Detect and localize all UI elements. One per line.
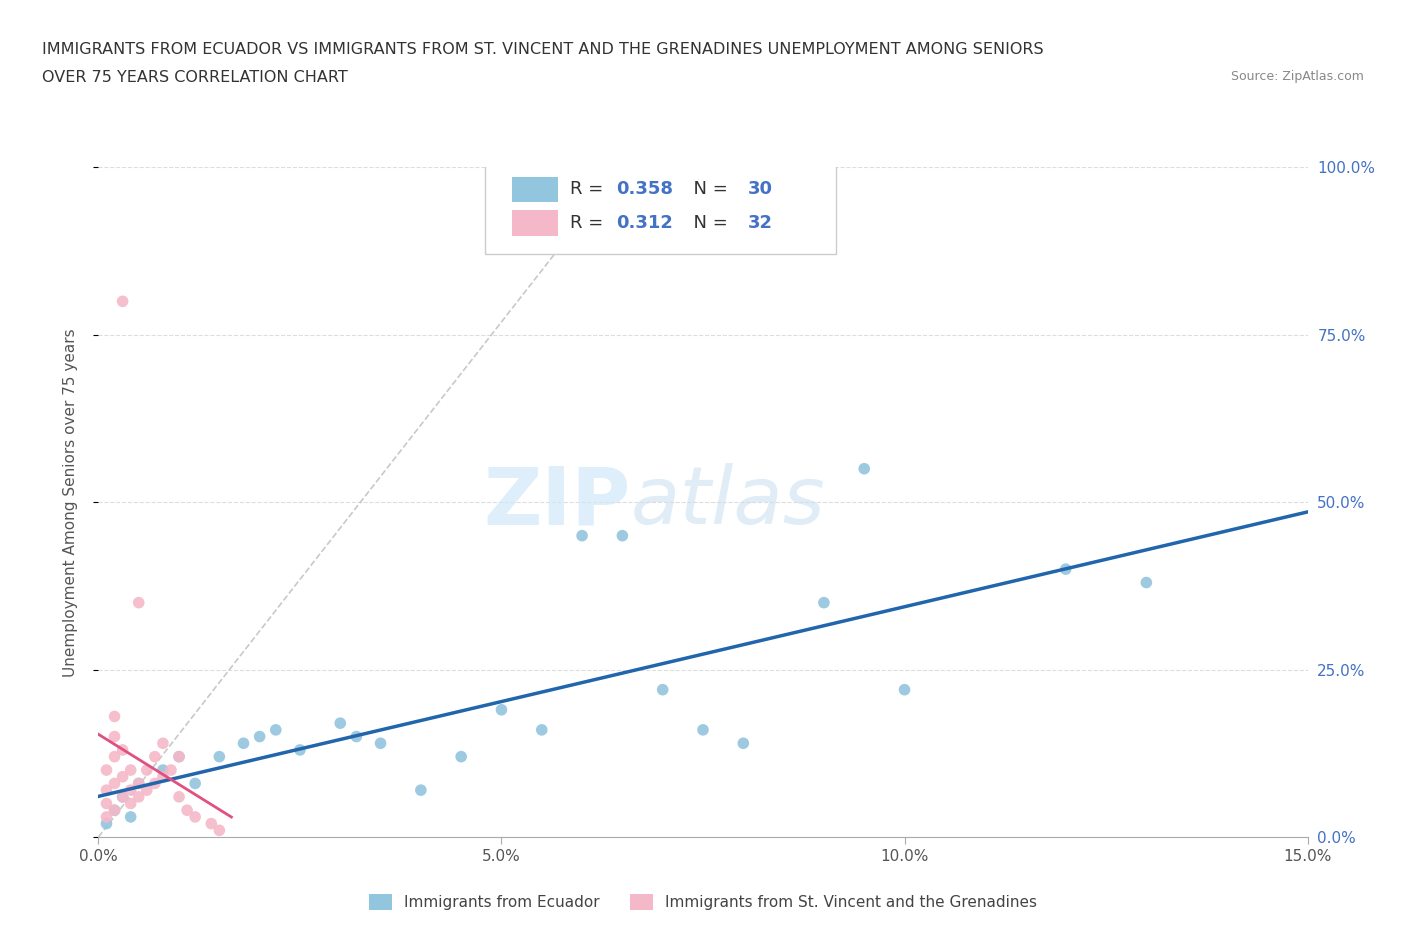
Point — [111, 790, 134, 804]
Point — [612, 528, 634, 543]
Text: ZIP: ZIP — [484, 463, 630, 541]
Point — [200, 817, 222, 831]
Point — [128, 776, 150, 790]
Point — [103, 776, 125, 790]
Point — [853, 461, 876, 476]
Point — [571, 528, 593, 543]
Text: R =: R = — [569, 214, 609, 232]
Point — [135, 783, 157, 798]
Text: N =: N = — [682, 180, 734, 198]
Text: atlas: atlas — [630, 463, 825, 541]
Text: Source: ZipAtlas.com: Source: ZipAtlas.com — [1230, 70, 1364, 83]
Point — [103, 750, 125, 764]
Point — [450, 750, 472, 764]
Point — [96, 817, 118, 831]
Point — [1054, 562, 1077, 577]
Point — [288, 742, 311, 757]
Point — [143, 750, 166, 764]
Text: 30: 30 — [748, 180, 773, 198]
Text: 0.358: 0.358 — [616, 180, 673, 198]
Point — [120, 763, 142, 777]
Point — [143, 776, 166, 790]
Point — [409, 783, 432, 798]
Bar — [512, 210, 558, 235]
Text: 0.312: 0.312 — [616, 214, 673, 232]
Point — [167, 790, 190, 804]
Point — [491, 702, 513, 717]
Point — [264, 723, 287, 737]
Point — [813, 595, 835, 610]
Point — [1135, 575, 1157, 590]
Text: IMMIGRANTS FROM ECUADOR VS IMMIGRANTS FROM ST. VINCENT AND THE GRENADINES UNEMPL: IMMIGRANTS FROM ECUADOR VS IMMIGRANTS FR… — [42, 42, 1043, 57]
Point — [96, 809, 118, 824]
Point — [167, 750, 190, 764]
Point — [135, 763, 157, 777]
Point — [893, 683, 915, 698]
Point — [111, 790, 134, 804]
Point — [152, 763, 174, 777]
Point — [176, 803, 198, 817]
Point — [530, 723, 553, 737]
Y-axis label: Unemployment Among Seniors over 75 years: Unemployment Among Seniors over 75 years — [63, 328, 77, 676]
Point — [208, 823, 231, 838]
Point — [96, 796, 118, 811]
Point — [167, 750, 190, 764]
Text: R =: R = — [569, 180, 609, 198]
Point — [96, 783, 118, 798]
Point — [184, 809, 207, 824]
Point — [111, 742, 134, 757]
Point — [692, 723, 714, 737]
Point — [120, 809, 142, 824]
Point — [103, 803, 125, 817]
Point — [120, 783, 142, 798]
Point — [329, 716, 352, 731]
Point — [103, 709, 125, 724]
Point — [651, 683, 673, 698]
Point — [249, 729, 271, 744]
Point — [344, 729, 367, 744]
Point — [208, 750, 231, 764]
Legend: Immigrants from Ecuador, Immigrants from St. Vincent and the Grenadines: Immigrants from Ecuador, Immigrants from… — [363, 888, 1043, 916]
Point — [128, 595, 150, 610]
Point — [103, 729, 125, 744]
Point — [128, 790, 150, 804]
Text: OVER 75 YEARS CORRELATION CHART: OVER 75 YEARS CORRELATION CHART — [42, 70, 347, 85]
FancyBboxPatch shape — [485, 164, 837, 255]
Point — [128, 776, 150, 790]
Point — [111, 294, 134, 309]
Bar — [512, 177, 558, 202]
Point — [152, 736, 174, 751]
Point — [96, 763, 118, 777]
Point — [103, 803, 125, 817]
Text: 32: 32 — [748, 214, 773, 232]
Point — [232, 736, 254, 751]
Point — [733, 736, 755, 751]
Point — [120, 796, 142, 811]
Point — [152, 769, 174, 784]
Text: N =: N = — [682, 214, 734, 232]
Point — [111, 769, 134, 784]
Point — [370, 736, 392, 751]
Point — [184, 776, 207, 790]
Point — [160, 763, 183, 777]
